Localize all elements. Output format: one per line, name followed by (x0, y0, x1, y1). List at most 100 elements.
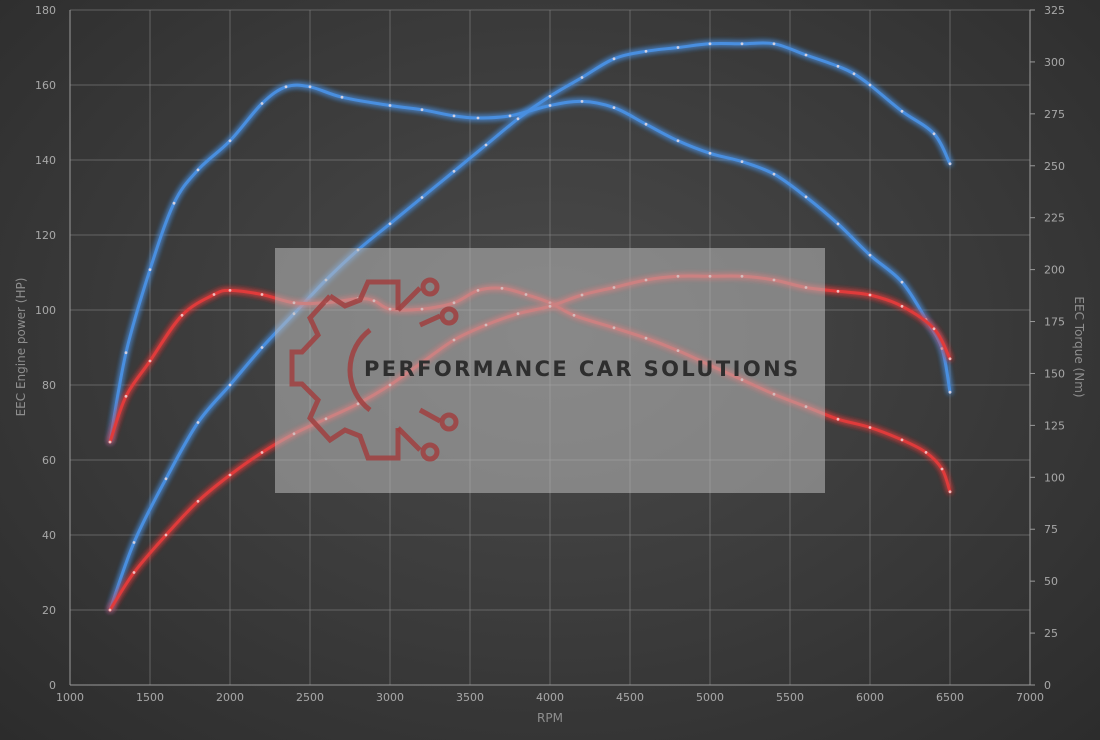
data-point (340, 95, 344, 99)
data-point (228, 139, 232, 143)
tick-labels: 1000 1500 2000 2500 3000 3500 4000 4500 5000 5500… (35, 4, 1065, 704)
data-point (260, 293, 264, 296)
watermark-text: PERFORMANCE CAR SOLUTIONS (364, 357, 801, 381)
y-left-tick-label: 80 (42, 379, 56, 392)
data-point (164, 477, 168, 481)
y-right-tick-label: 0 (1044, 679, 1051, 692)
data-point (124, 394, 128, 398)
data-point (260, 451, 264, 454)
x-tick-label: 1500 (136, 691, 164, 704)
data-point (772, 42, 776, 46)
data-point (388, 222, 392, 226)
data-point (484, 143, 488, 147)
y-right-tick-label: 75 (1044, 523, 1058, 536)
data-point (196, 499, 200, 503)
data-point (260, 346, 264, 349)
data-point (180, 313, 184, 317)
data-point (852, 72, 856, 76)
data-point (924, 451, 928, 454)
data-point (516, 117, 520, 121)
data-point (948, 390, 952, 394)
series-tuned-right-axis (108, 83, 952, 444)
data-point (772, 172, 776, 176)
data-point (612, 106, 616, 109)
watermark: PERFORMANCE CAR SOLUTIONS (275, 248, 825, 493)
data-point (932, 132, 936, 136)
data-point (548, 94, 552, 98)
x-tick-label: 7000 (1016, 691, 1044, 704)
x-tick-label: 1000 (56, 691, 84, 704)
x-tick-label: 5000 (696, 691, 724, 704)
y-left-tick-label: 160 (35, 79, 56, 92)
data-point (836, 417, 840, 421)
data-point (708, 151, 712, 155)
data-point (948, 490, 952, 494)
data-point (868, 253, 872, 257)
data-point (900, 109, 904, 113)
data-point (644, 49, 648, 53)
data-point (948, 357, 952, 361)
data-point (420, 108, 424, 112)
y-left-tick-label: 180 (35, 4, 56, 17)
y-right-tick-label: 325 (1044, 4, 1065, 17)
x-tick-label: 2500 (296, 691, 324, 704)
data-point (228, 473, 232, 477)
x-tick-label: 4500 (616, 691, 644, 704)
y-right-tick-label: 100 (1044, 471, 1065, 484)
y-left-tick-label: 60 (42, 454, 56, 467)
data-point (108, 608, 112, 612)
data-point (164, 533, 168, 537)
y-right-tick-label: 275 (1044, 108, 1065, 121)
y-right-tick-label: 25 (1044, 627, 1058, 640)
data-point (740, 160, 744, 164)
data-point (740, 42, 744, 46)
data-point (644, 122, 648, 126)
y-right-tick-label: 225 (1044, 212, 1065, 225)
y-left-tick-label: 40 (42, 529, 56, 542)
data-point (868, 83, 872, 87)
x-tick-label: 4000 (536, 691, 564, 704)
y-right-tick-label: 175 (1044, 316, 1065, 329)
y-right-tick-label: 300 (1044, 56, 1065, 69)
data-point (260, 102, 264, 105)
data-point (308, 85, 312, 89)
data-point (108, 440, 112, 444)
data-point (836, 64, 840, 68)
x-tick-label: 5500 (776, 691, 804, 704)
y-axis-right-title: EEC Torque (Nm) (1072, 296, 1086, 397)
data-point (612, 57, 616, 61)
y-left-tick-label: 0 (49, 679, 56, 692)
data-point (172, 201, 176, 205)
data-point (708, 42, 712, 46)
data-point (132, 571, 136, 574)
y-left-tick-label: 120 (35, 229, 56, 242)
data-point (868, 426, 872, 429)
x-tick-label: 6000 (856, 691, 884, 704)
data-point (228, 289, 232, 292)
data-point (124, 351, 128, 355)
data-point (580, 76, 584, 79)
x-axis-title: RPM (537, 711, 563, 725)
data-point (420, 196, 424, 199)
series-line (108, 41, 952, 612)
x-tick-label: 6500 (936, 691, 964, 704)
data-point (580, 100, 584, 103)
x-tick-label: 3500 (456, 691, 484, 704)
y-left-tick-label: 20 (42, 604, 56, 617)
data-point (452, 114, 456, 118)
data-point (148, 268, 152, 271)
data-point (900, 280, 904, 284)
data-point (228, 383, 232, 387)
data-point (940, 467, 944, 471)
data-point (196, 421, 200, 424)
data-point (212, 293, 216, 296)
data-point (868, 293, 872, 297)
data-point (548, 104, 552, 107)
data-point (932, 327, 936, 331)
data-point (940, 347, 944, 350)
data-point (676, 46, 680, 49)
data-point (836, 289, 840, 293)
data-point (804, 195, 808, 199)
y-right-tick-label: 150 (1044, 367, 1065, 380)
